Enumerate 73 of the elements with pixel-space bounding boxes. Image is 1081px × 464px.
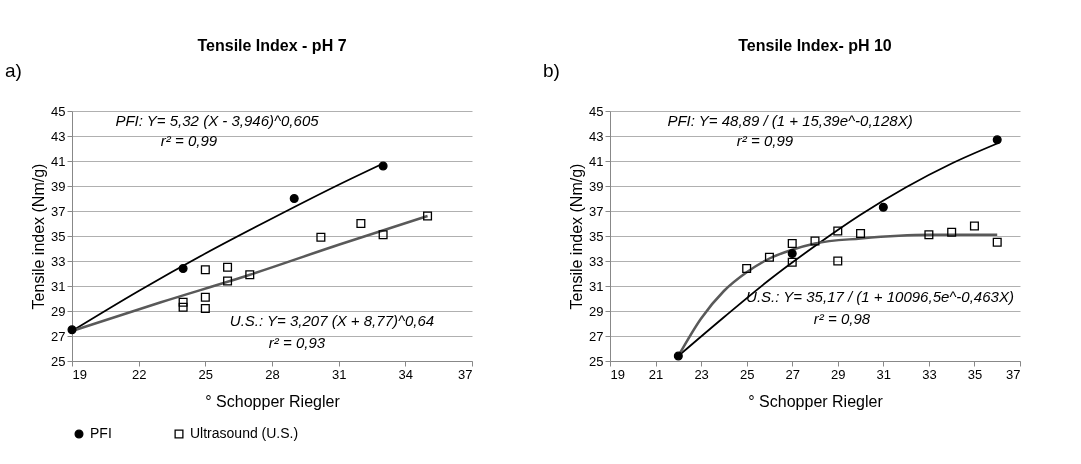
y-tick-label: 31 <box>589 278 604 294</box>
y-tick-label: 43 <box>51 128 66 144</box>
y-tick-label: 27 <box>51 328 66 344</box>
y-axis-title: Tensile index (Nm/g) <box>568 163 586 310</box>
point <box>924 230 934 240</box>
legend-label: Ultrasound (U.S.) <box>190 425 299 441</box>
point <box>856 228 866 239</box>
point <box>810 236 820 246</box>
x-tick-label: 25 <box>198 366 214 382</box>
chart-title: Tensile Index- pH 10 <box>738 37 892 54</box>
point <box>992 237 1002 247</box>
point <box>764 252 774 262</box>
annotation: r² = 0,93 <box>268 334 326 351</box>
annotation: PFI: Y= 48,89 / (1 + 15,39e^-0,128X) <box>667 112 913 129</box>
annotation: U.S.: Y= 35,17 / (1 + 10096,5e^-0,463X) <box>746 288 1014 305</box>
y-tick-label: 41 <box>589 153 604 169</box>
y-tick-label: 31 <box>51 278 66 294</box>
point <box>742 263 752 274</box>
y-tick-label: 39 <box>589 178 604 194</box>
y-tick-label: 43 <box>589 128 604 144</box>
y-tick-label: 45 <box>589 103 604 119</box>
point <box>969 221 979 231</box>
annotation: U.S.: Y= 3,207 (X + 8,77)^0,64 <box>229 312 435 329</box>
point <box>787 248 797 259</box>
x-tick-label: 21 <box>648 366 664 382</box>
annotation: r² = 0,99 <box>736 132 794 149</box>
y-tick-label: 35 <box>51 228 66 244</box>
y-tick-label: 25 <box>51 353 66 369</box>
x-tick-label: 34 <box>398 366 414 382</box>
x-tick-label: 22 <box>131 366 147 382</box>
x-tick-label: 37 <box>1006 366 1021 382</box>
x-tick-label: 35 <box>967 366 983 382</box>
text: a) <box>5 60 22 81</box>
y-tick-label: 29 <box>51 303 66 319</box>
x-tick-label: 37 <box>458 366 473 382</box>
point <box>787 238 797 249</box>
y-axis-title: Tensile index (Nm/g) <box>30 163 48 310</box>
point <box>673 351 683 361</box>
x-tick-label: 31 <box>876 366 892 382</box>
y-tick-label: 29 <box>589 303 604 319</box>
x-tick-label: 28 <box>265 366 280 382</box>
y-tick-label: 35 <box>589 228 604 244</box>
annotation: PFI: Y= 5,32 (X - 3,946)^0,605 <box>115 112 320 129</box>
x-tick-label: 19 <box>72 366 87 382</box>
y-tick-label: 33 <box>589 253 604 269</box>
y-tick-label: 39 <box>51 178 66 194</box>
point <box>787 257 797 267</box>
x-tick-label: 27 <box>785 366 800 382</box>
legend-label: PFI <box>90 425 112 441</box>
y-tick-label: 41 <box>51 153 66 169</box>
y-tick-label: 45 <box>51 103 66 119</box>
y-tick-label: 27 <box>589 328 604 344</box>
point <box>833 226 843 236</box>
text: b) <box>543 60 560 81</box>
x-tick-label: 23 <box>694 366 709 382</box>
y-tick-label: 37 <box>51 203 66 219</box>
y-tick-label: 25 <box>589 353 604 369</box>
y-tick-label: 33 <box>51 253 66 269</box>
x-tick-label: 29 <box>831 366 846 382</box>
point <box>833 256 843 266</box>
x-tick-label: 33 <box>922 366 937 382</box>
x-tick-label: 31 <box>331 366 347 382</box>
x-tick-label: 25 <box>739 366 755 382</box>
point <box>947 227 957 237</box>
point <box>878 202 888 212</box>
x-tick-label: 19 <box>610 366 625 382</box>
chart-title: Tensile Index - pH 7 <box>197 37 347 54</box>
annotation: r² = 0,99 <box>160 132 218 149</box>
annotation: r² = 0,98 <box>813 310 871 327</box>
y-tick-label: 37 <box>589 203 604 219</box>
point <box>992 135 1002 145</box>
x-axis-title: ° Schopper Riegler <box>205 392 341 410</box>
x-axis-title: ° Schopper Riegler <box>748 392 884 410</box>
